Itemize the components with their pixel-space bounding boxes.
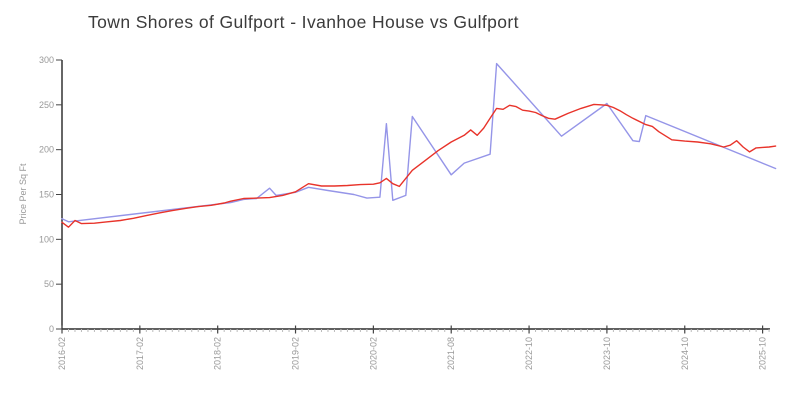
x-tick-label: 2020-02 — [368, 337, 378, 370]
y-tick-label: 100 — [39, 234, 54, 244]
x-tick-label: 2025-10 — [758, 337, 768, 370]
x-tick-label: 2024-10 — [680, 337, 690, 370]
y-axis-title: Price Per Sq Ft — [18, 163, 28, 225]
x-tick-label: 2021-08 — [446, 337, 456, 370]
y-tick-label: 250 — [39, 100, 54, 110]
chart-title: Town Shores of Gulfport - Ivanhoe House … — [88, 12, 519, 32]
series-line-ivanhoe-house — [61, 62, 777, 223]
y-tick-label: 150 — [39, 190, 54, 200]
y-tick-label: 50 — [44, 279, 54, 289]
x-tick-label: 2016-02 — [57, 337, 67, 370]
x-tick-label: 2023-10 — [602, 337, 612, 370]
y-tick-label: 0 — [49, 324, 54, 334]
x-tick-label: 2017-02 — [135, 337, 145, 370]
y-tick-label: 300 — [39, 55, 54, 65]
y-tick-label: 200 — [39, 145, 54, 155]
series-line-gulfport — [61, 103, 777, 228]
x-tick-label: 2018-02 — [213, 337, 223, 370]
x-tick-label: 2019-02 — [291, 337, 301, 370]
x-tick-label: 2022-10 — [524, 337, 534, 370]
